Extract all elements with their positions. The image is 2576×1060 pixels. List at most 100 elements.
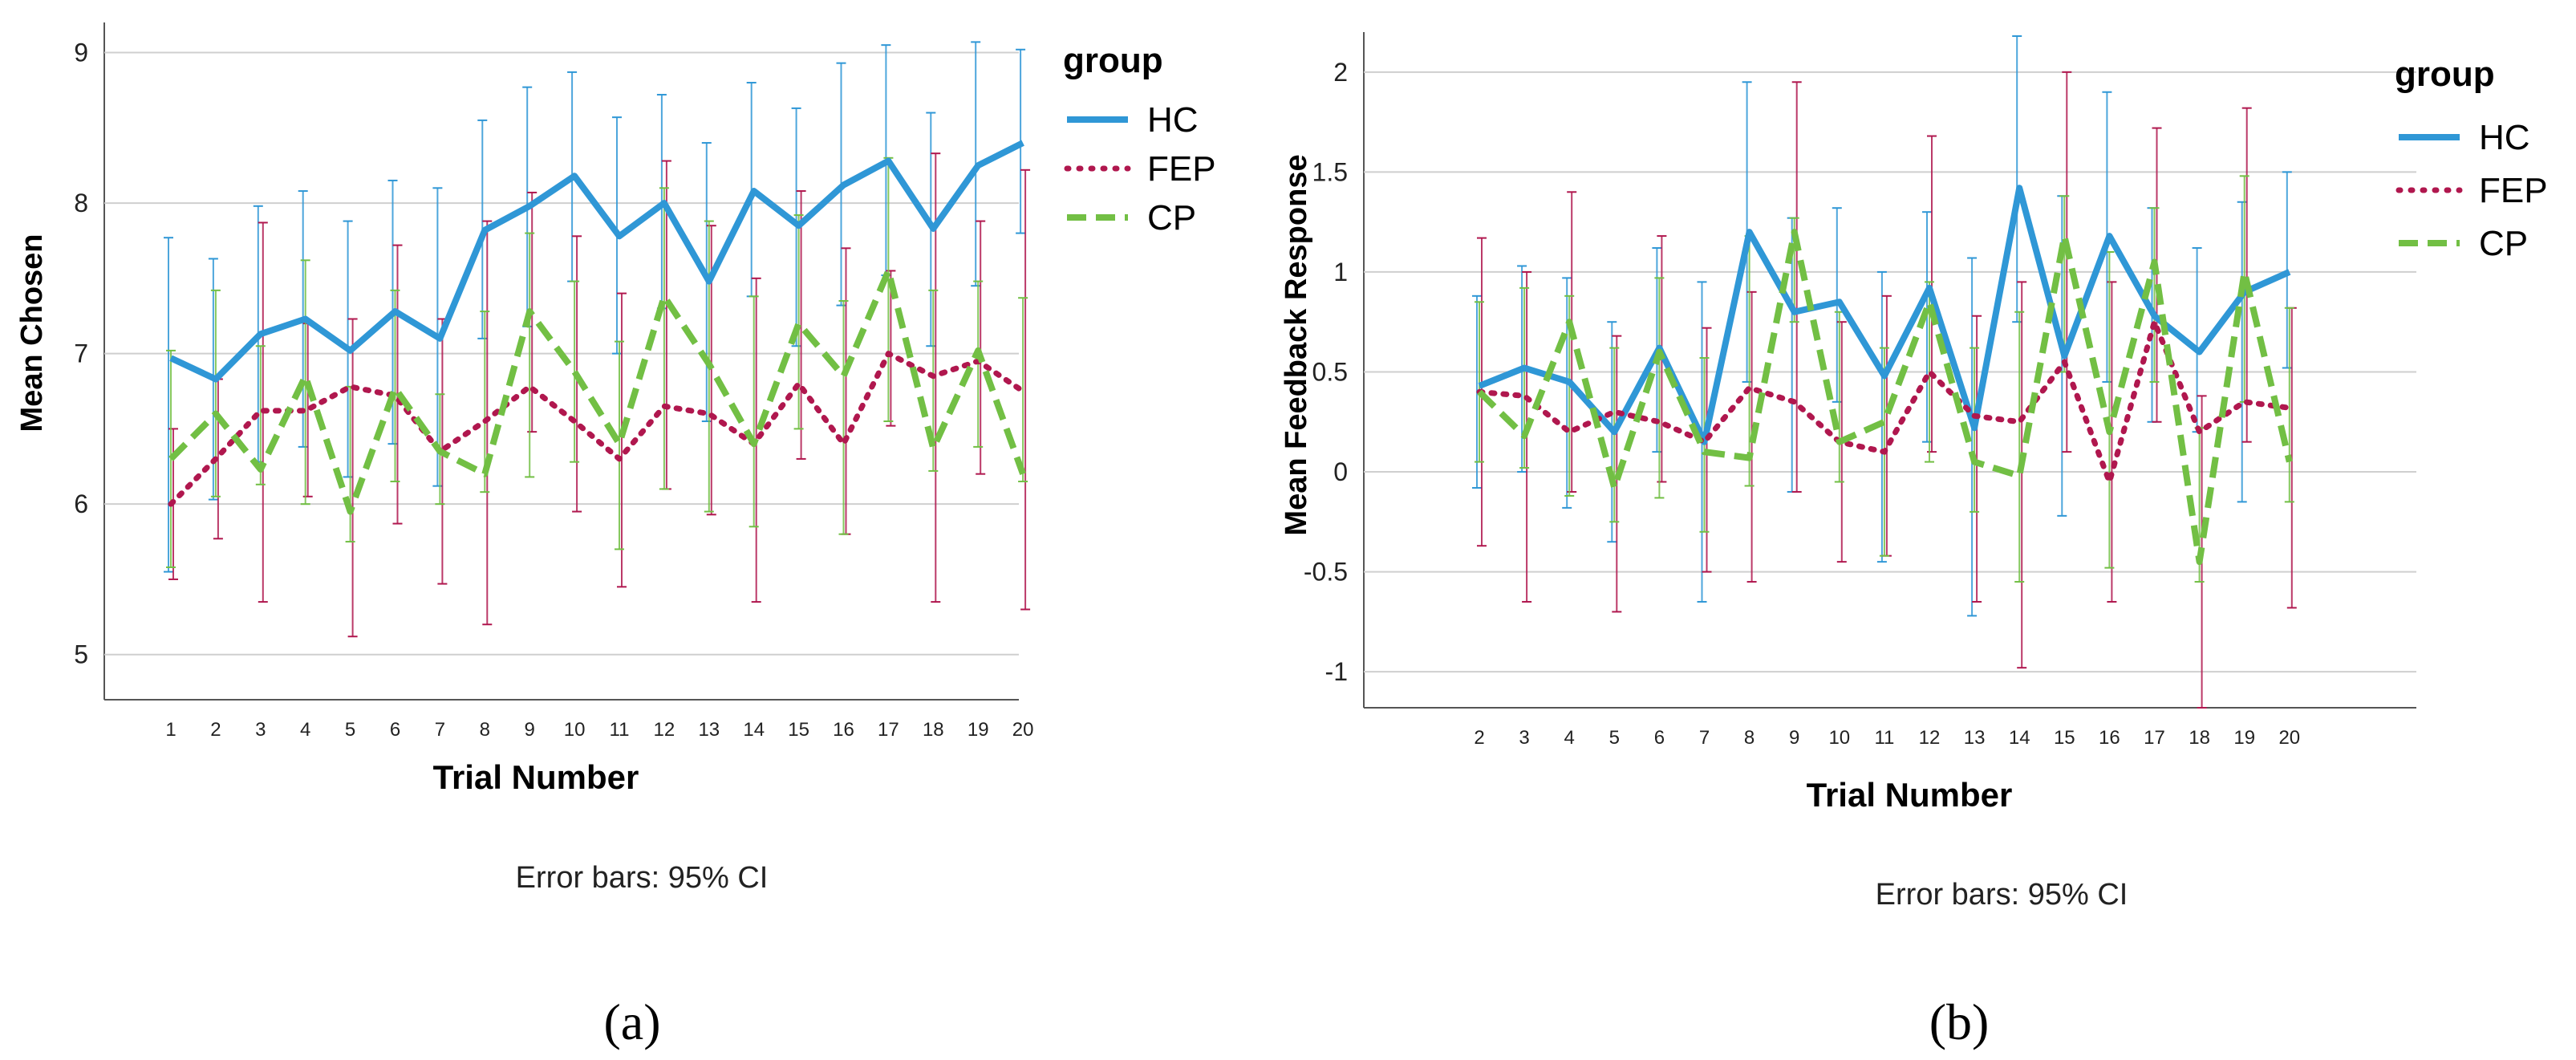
- panel-a-errorbar-cp: [838, 299, 849, 535]
- panel-a-xtick-label: 2: [210, 719, 221, 741]
- panel-b-errorbar-fep: [1791, 81, 1802, 493]
- panel-b-xtick-label: 5: [1609, 727, 1620, 749]
- panel-b-ytick-label: -0.5: [1304, 558, 1348, 587]
- panel-a-errorbar-hc: [164, 237, 173, 573]
- panel-a-errorbar-cp: [793, 214, 804, 430]
- panel-b-ytick-label: 2: [1333, 58, 1348, 87]
- panel-a-errorbar-cp: [659, 187, 669, 490]
- panel-b-ytick-label: 1: [1333, 258, 1348, 286]
- panel-b-errorbar-fep: [2107, 281, 2117, 603]
- panel-a-xtick-label: 20: [1012, 719, 1034, 741]
- panel-a-series-hc-line: [169, 140, 1024, 383]
- panel-a-xtick-label: 1: [165, 719, 176, 741]
- panel-a-errorbar-cp: [1018, 297, 1028, 483]
- panel-a-errorbar-cp: [390, 289, 400, 483]
- panel-b-errorbar-fep: [2017, 281, 2027, 669]
- panel-b-ytick-label: 0: [1333, 457, 1348, 486]
- panel-a-ylabel: Mean Chosen: [15, 234, 49, 432]
- panel-b-legend-label-fep: FEP: [2479, 171, 2548, 210]
- panel-b-errorbar-fep: [2152, 127, 2162, 423]
- panel-a-xtick-label: 17: [878, 719, 899, 741]
- panel-a-errorbar-cp: [748, 295, 759, 528]
- panel-b-xtick-label: 3: [1519, 727, 1529, 749]
- panel-b-errorbar-fep: [1881, 294, 1892, 557]
- panel-b-ytick-label: -1: [1325, 657, 1348, 686]
- panel-a-legend-label-cp: CP: [1147, 198, 1196, 238]
- panel-b-errorbar-hc: [2012, 35, 2022, 323]
- panel-b-ytick-label: 1.5: [1312, 157, 1348, 186]
- panel-b-xtick-label: 6: [1654, 727, 1665, 749]
- panel-b-series-cp-line: [1477, 229, 2293, 566]
- panel-b-series-fep-line: [1476, 319, 2293, 485]
- panel-b-xtick-label: 18: [2189, 727, 2210, 749]
- panel-b: -1 -0.5 0 0.5 1 1.5 2 2 3 4 5 6 7 8 9 10 11 12 13 14 15 16 17 1…: [1280, 32, 2548, 1050]
- panel-a-xtick-label: 15: [788, 719, 809, 741]
- panel-a-xtick-label: 8: [480, 719, 490, 741]
- panel-b-xlabel: Trial Number: [1807, 776, 2013, 814]
- panel-b-xtick-label: 9: [1789, 727, 1799, 749]
- panel-b-xtick-label: 20: [2278, 727, 2300, 749]
- panel-a-xtick-label: 5: [345, 719, 355, 741]
- panel-b-xtick-label: 7: [1699, 727, 1710, 749]
- panel-b-ylabel: Mean Feedback Response: [1280, 154, 1313, 535]
- panel-b-series-hc-line: [1478, 185, 2291, 445]
- panel-b-gridlines: [1363, 32, 2416, 709]
- panel-b-legend-label-cp: CP: [2479, 224, 2528, 263]
- panel-a-legend-label-hc: HC: [1147, 100, 1199, 140]
- panel-a-xtick-label: 14: [743, 719, 765, 741]
- panel-b-errorbar-cp: [1834, 311, 1844, 483]
- panel-b-ticks: -1 -0.5 0 0.5 1 1.5 2 2 3 4 5 6 7 8 9 10 11 12 13 14 15 16 17 1…: [1304, 58, 2300, 749]
- panel-b-series-lines: [1476, 185, 2293, 566]
- panel-b-errorbar-cp: [1475, 301, 1484, 463]
- panel-a-errorbar-cp: [570, 280, 580, 463]
- panel-b-errorbar-fep: [2062, 71, 2072, 453]
- panel-a-xtick-label: 4: [300, 719, 310, 741]
- panel-b-xtick-label: 19: [2233, 727, 2255, 749]
- panel-b-errorbar-hc: [1876, 270, 1887, 563]
- panel-a-xlabel: Trial Number: [433, 758, 639, 796]
- panel-a-xtick-label: 19: [968, 719, 989, 741]
- panel-a-xtick-label: 10: [564, 719, 586, 741]
- panel-b-errorbar-hc: [2237, 201, 2247, 503]
- panel-a-errorbar-fep: [841, 247, 851, 535]
- panel-a-series-cp-line: [168, 267, 1026, 515]
- panel-a-errorbar-cp: [255, 345, 266, 485]
- panel-a-ytick-label: 6: [74, 489, 88, 518]
- panel-a-xtick-label: 12: [654, 719, 675, 741]
- panel-b-errorbar-fep: [2241, 107, 2252, 443]
- panel-b-xtick-label: 12: [1919, 727, 1941, 749]
- panel-b-label: (b): [1929, 993, 1990, 1050]
- panel-b-xtick-label: 17: [2144, 727, 2165, 749]
- panel-a-xtick-label: 18: [923, 719, 944, 741]
- panel-a-errorbar-cp: [615, 340, 624, 550]
- panel-b-xtick-label: 11: [1874, 727, 1894, 749]
- panel-a-label: (a): [603, 993, 660, 1050]
- panel-a-errorbar-fep: [976, 220, 986, 475]
- panel-a-ytick-label: 8: [74, 189, 88, 217]
- panel-b-xtick-label: 16: [2099, 727, 2120, 749]
- panel-b-xtick-label: 15: [2054, 727, 2075, 749]
- panel-b-xtick-label: 13: [1964, 727, 1986, 749]
- panel-a-xtick-label: 11: [610, 719, 630, 741]
- panel-a-ytick-label: 5: [74, 640, 88, 669]
- panel-b-xtick-label: 10: [1828, 727, 1850, 749]
- panel-a-legend: group HC FEP CP: [1063, 41, 1216, 238]
- panel-b-xtick-label: 4: [1564, 727, 1575, 749]
- panel-b-xtick-label: 2: [1474, 727, 1484, 749]
- panel-b-errorbar-hc: [2192, 247, 2202, 433]
- panel-a-legend-label-fep: FEP: [1147, 149, 1216, 189]
- panel-a-xtick-label: 13: [698, 719, 720, 741]
- panel-b-errorbar-cp: [1744, 235, 1755, 487]
- panel-a-errorbar-fep: [796, 190, 806, 460]
- panel-b-ytick-label: 0.5: [1312, 357, 1348, 386]
- panel-b-errorbar-fep: [1567, 191, 1577, 493]
- panel-b-errorbar-cp: [2149, 207, 2160, 383]
- panel-a-series-fep-line: [168, 351, 1026, 507]
- panel-b-errorbar-cp: [2014, 311, 2025, 583]
- panel-b-xtick-label: 8: [1744, 727, 1755, 749]
- panel-b-legend-title: group: [2395, 55, 2495, 94]
- panel-b-errorbar-hc: [1922, 211, 1932, 443]
- panel-b-legend: group HC FEP CP: [2395, 55, 2548, 263]
